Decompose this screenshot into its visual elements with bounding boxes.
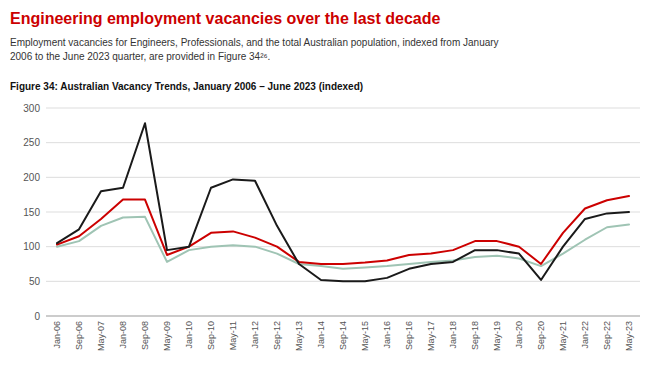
- x-tick-label: Jan-10: [184, 321, 194, 349]
- x-tick-label: Sep-10: [206, 321, 216, 350]
- x-tick-label: Sep-12: [272, 321, 282, 350]
- grid-line: [46, 108, 640, 109]
- x-tick-label: May-07: [96, 321, 106, 351]
- series-line: [57, 196, 629, 264]
- grid-line: [46, 212, 640, 213]
- grid-line: [46, 316, 640, 317]
- y-tick-label: 0: [34, 311, 40, 322]
- x-tick-label: May-17: [426, 321, 436, 351]
- x-tick-label: May-23: [624, 321, 634, 351]
- x-tick-label: Sep-18: [470, 321, 480, 350]
- x-tick-label: Sep-20: [536, 321, 546, 350]
- y-tick-label: 250: [23, 137, 40, 148]
- x-tick-label: Sep-08: [140, 321, 150, 350]
- subtitle: Employment vacancies for Engineers, Prof…: [10, 37, 499, 62]
- x-tick-label: May-21: [558, 321, 568, 351]
- subtitle-line: Employment vacancies for Engineers, Prof…: [10, 37, 499, 48]
- chart: Engineering employment vacancies over th…: [0, 0, 650, 366]
- x-tick-label: May-19: [492, 321, 502, 351]
- x-tick-label: Jan-20: [514, 321, 524, 349]
- x-tick-label: May-15: [360, 321, 370, 351]
- x-tick-label: Sep-14: [338, 321, 348, 350]
- grid-line: [46, 246, 640, 247]
- page: {"chart_data": { "type": "line", "title"…: [0, 0, 650, 366]
- x-tick-label: Jan-14: [316, 321, 326, 349]
- x-tick-label: Sep-16: [404, 321, 414, 350]
- x-tick-label: Sep-06: [74, 321, 84, 350]
- series-line: [57, 123, 629, 281]
- figure-label: Figure 34: Australian Vacancy Trends, Ja…: [10, 81, 363, 92]
- grid-line: [46, 142, 640, 143]
- title: Engineering employment vacancies over th…: [10, 10, 440, 27]
- x-tick-label: Jan-18: [448, 321, 458, 349]
- subtitle-line: 2006 to the June 2023 quarter, are provi…: [10, 51, 270, 62]
- y-tick-label: 300: [23, 103, 40, 114]
- x-tick-label: Sep-22: [602, 321, 612, 350]
- y-tick-label: 50: [29, 276, 41, 287]
- y-tick-label: 150: [23, 207, 40, 218]
- x-axis-line: [46, 316, 640, 317]
- grid-line: [46, 177, 640, 178]
- x-tick-label: May-11: [228, 321, 238, 350]
- x-tick-label: Jan-08: [118, 321, 128, 349]
- x-tick-label: Jan-12: [250, 321, 260, 349]
- lines: [57, 123, 629, 281]
- x-tick-label: Jan-22: [580, 321, 590, 349]
- grid: [46, 108, 640, 316]
- y-tick-label: 200: [23, 172, 40, 183]
- x-tick-label: May-13: [294, 321, 304, 351]
- x-tick-label: Jan-16: [382, 321, 392, 349]
- y-tick-label: 100: [23, 241, 40, 252]
- x-tick-label: Jan-06: [52, 321, 62, 349]
- x-tick-label: May-09: [162, 321, 172, 351]
